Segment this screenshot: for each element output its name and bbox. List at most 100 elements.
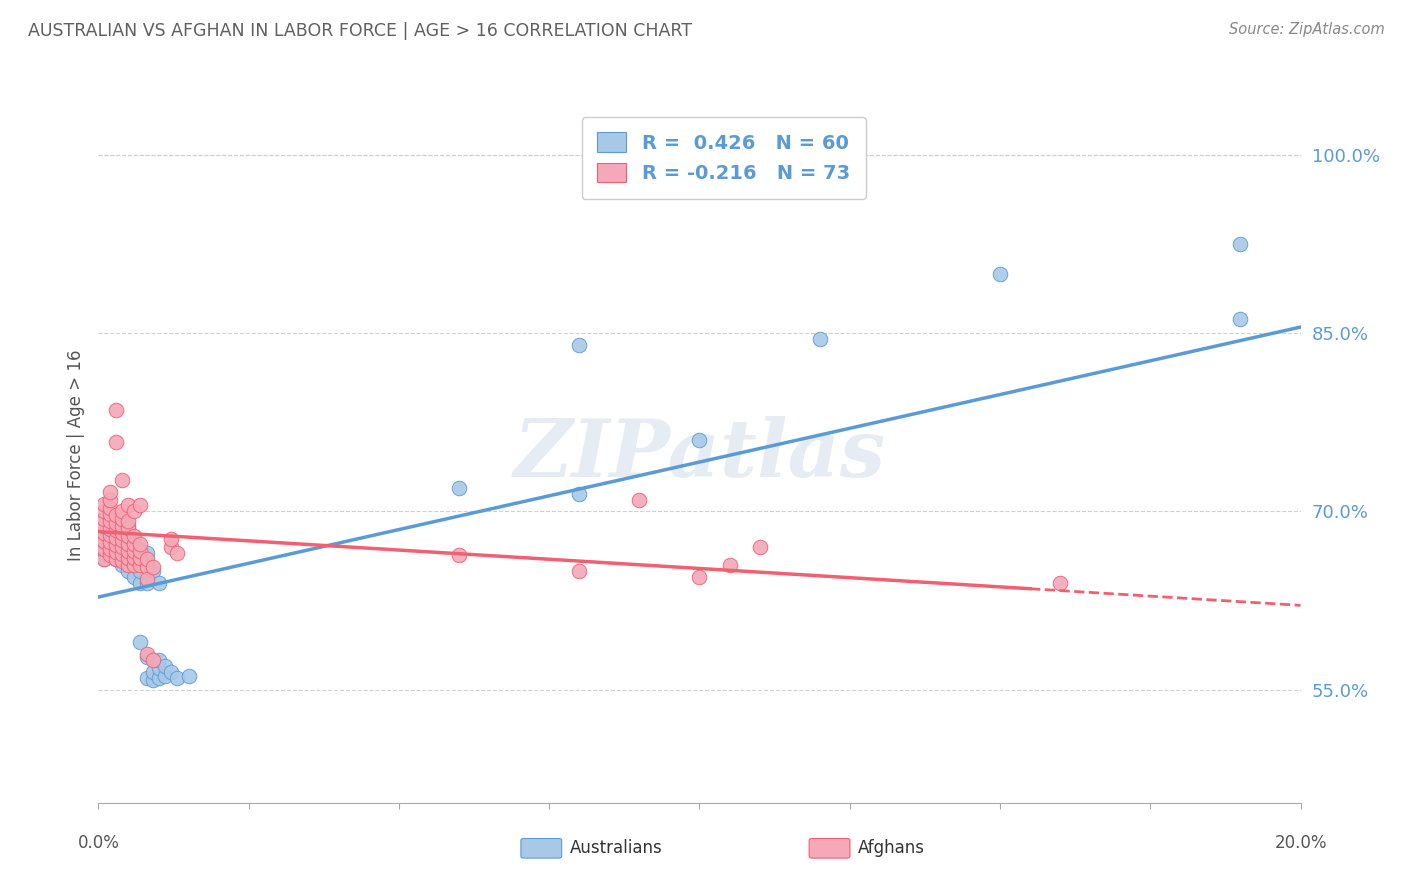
- Point: [105, 516, 128, 531]
- Point: [111, 513, 134, 527]
- Point: [111, 546, 134, 560]
- Point: [148, 653, 170, 667]
- Point: [100, 549, 122, 563]
- Point: [117, 543, 139, 558]
- Point: [141, 665, 163, 679]
- Point: [111, 518, 134, 533]
- Point: [105, 545, 128, 559]
- Point: [111, 558, 134, 572]
- Point: [111, 522, 134, 536]
- Point: [111, 538, 134, 552]
- Point: [93, 546, 115, 560]
- Point: [568, 338, 591, 352]
- Point: [129, 575, 152, 590]
- Point: [1229, 236, 1251, 251]
- Point: [100, 522, 122, 536]
- Point: [100, 528, 122, 542]
- Point: [124, 550, 146, 565]
- Point: [87, 540, 110, 554]
- Point: [105, 508, 128, 522]
- Point: [148, 671, 170, 685]
- Text: Afghans: Afghans: [858, 839, 925, 857]
- Point: [1049, 575, 1071, 590]
- Point: [105, 528, 128, 542]
- Point: [100, 522, 122, 536]
- Point: [100, 542, 122, 557]
- Text: Source: ZipAtlas.com: Source: ZipAtlas.com: [1229, 22, 1385, 37]
- Point: [111, 552, 134, 566]
- Point: [124, 504, 146, 518]
- Point: [105, 531, 128, 545]
- Point: [135, 560, 157, 574]
- Y-axis label: In Labor Force | Age > 16: In Labor Force | Age > 16: [66, 349, 84, 561]
- Point: [93, 497, 115, 511]
- Point: [100, 514, 122, 528]
- Point: [100, 528, 122, 542]
- Point: [628, 492, 651, 507]
- Point: [124, 543, 146, 558]
- Point: [105, 522, 128, 536]
- Point: [111, 511, 134, 525]
- Point: [105, 435, 128, 450]
- Point: [153, 668, 176, 682]
- Point: [111, 525, 134, 540]
- Point: [100, 485, 122, 500]
- Point: [159, 665, 181, 679]
- Point: [93, 518, 115, 533]
- Point: [100, 516, 122, 531]
- Point: [117, 536, 139, 550]
- Point: [117, 543, 139, 558]
- Point: [688, 433, 710, 447]
- Point: [105, 403, 128, 417]
- Point: [124, 558, 146, 572]
- Point: [568, 564, 591, 578]
- Point: [87, 542, 110, 557]
- Point: [135, 649, 157, 664]
- Point: [93, 552, 115, 566]
- Point: [135, 572, 157, 586]
- Point: [117, 552, 139, 566]
- Point: [117, 521, 139, 535]
- Point: [141, 673, 163, 688]
- Point: [111, 531, 134, 545]
- Point: [105, 552, 128, 566]
- Point: [166, 671, 188, 685]
- Point: [100, 535, 122, 549]
- Point: [100, 500, 122, 515]
- Point: [124, 538, 146, 552]
- Point: [111, 554, 134, 568]
- Point: [124, 546, 146, 560]
- Point: [93, 504, 115, 518]
- Point: [117, 558, 139, 572]
- Point: [1229, 311, 1251, 326]
- Point: [105, 524, 128, 538]
- Point: [988, 267, 1011, 281]
- Point: [148, 575, 170, 590]
- Text: 0.0%: 0.0%: [77, 834, 120, 852]
- Point: [447, 481, 470, 495]
- Point: [135, 575, 157, 590]
- Point: [93, 542, 115, 557]
- Point: [748, 540, 770, 554]
- Point: [117, 499, 139, 513]
- Point: [129, 558, 152, 572]
- Point: [148, 661, 170, 675]
- Point: [129, 564, 152, 578]
- Point: [159, 540, 181, 554]
- Text: AUSTRALIAN VS AFGHAN IN LABOR FORCE | AGE > 16 CORRELATION CHART: AUSTRALIAN VS AFGHAN IN LABOR FORCE | AG…: [28, 22, 692, 40]
- Point: [100, 507, 122, 521]
- Point: [129, 499, 152, 513]
- Point: [141, 560, 163, 574]
- Point: [100, 534, 122, 549]
- Text: 20.0%: 20.0%: [1274, 834, 1327, 852]
- Point: [447, 549, 470, 563]
- Point: [93, 525, 115, 540]
- Point: [117, 550, 139, 565]
- Point: [111, 504, 134, 518]
- Point: [117, 528, 139, 542]
- Point: [688, 570, 710, 584]
- Point: [129, 552, 152, 566]
- Point: [93, 534, 115, 549]
- Point: [135, 546, 157, 560]
- Point: [135, 671, 157, 685]
